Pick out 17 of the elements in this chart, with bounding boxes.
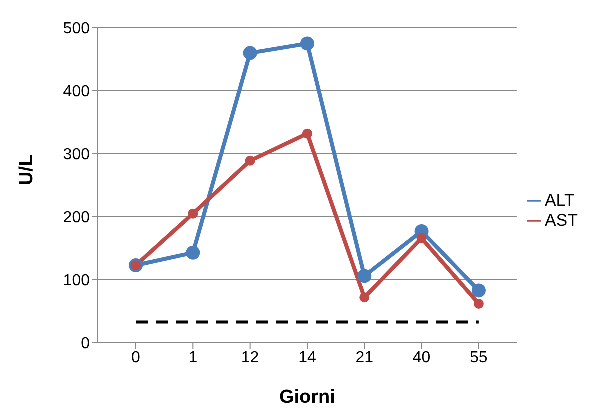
y-tick-label: 200: [63, 210, 90, 227]
y-tick-label: 500: [63, 20, 90, 38]
legend-label: ALT: [544, 190, 575, 210]
x-tick-label: 1: [188, 349, 198, 366]
legend-label: AST: [544, 210, 578, 230]
x-tick-label: 0: [132, 349, 141, 366]
y-tick-label: 400: [63, 84, 90, 101]
x-tick-label: 14: [298, 349, 316, 366]
x-tick-label: 12: [241, 349, 260, 366]
x-tick-label: 55: [470, 349, 488, 366]
x-tick-label: 21: [356, 349, 374, 366]
y-tick-label: 300: [63, 146, 90, 164]
x-tick-label: 40: [412, 349, 431, 366]
y-tick-label: 0: [81, 336, 90, 353]
y-tick-label: 100: [63, 272, 90, 290]
x-axis-title: Giorni: [279, 387, 336, 408]
y-axis-title: U/L: [16, 154, 38, 186]
